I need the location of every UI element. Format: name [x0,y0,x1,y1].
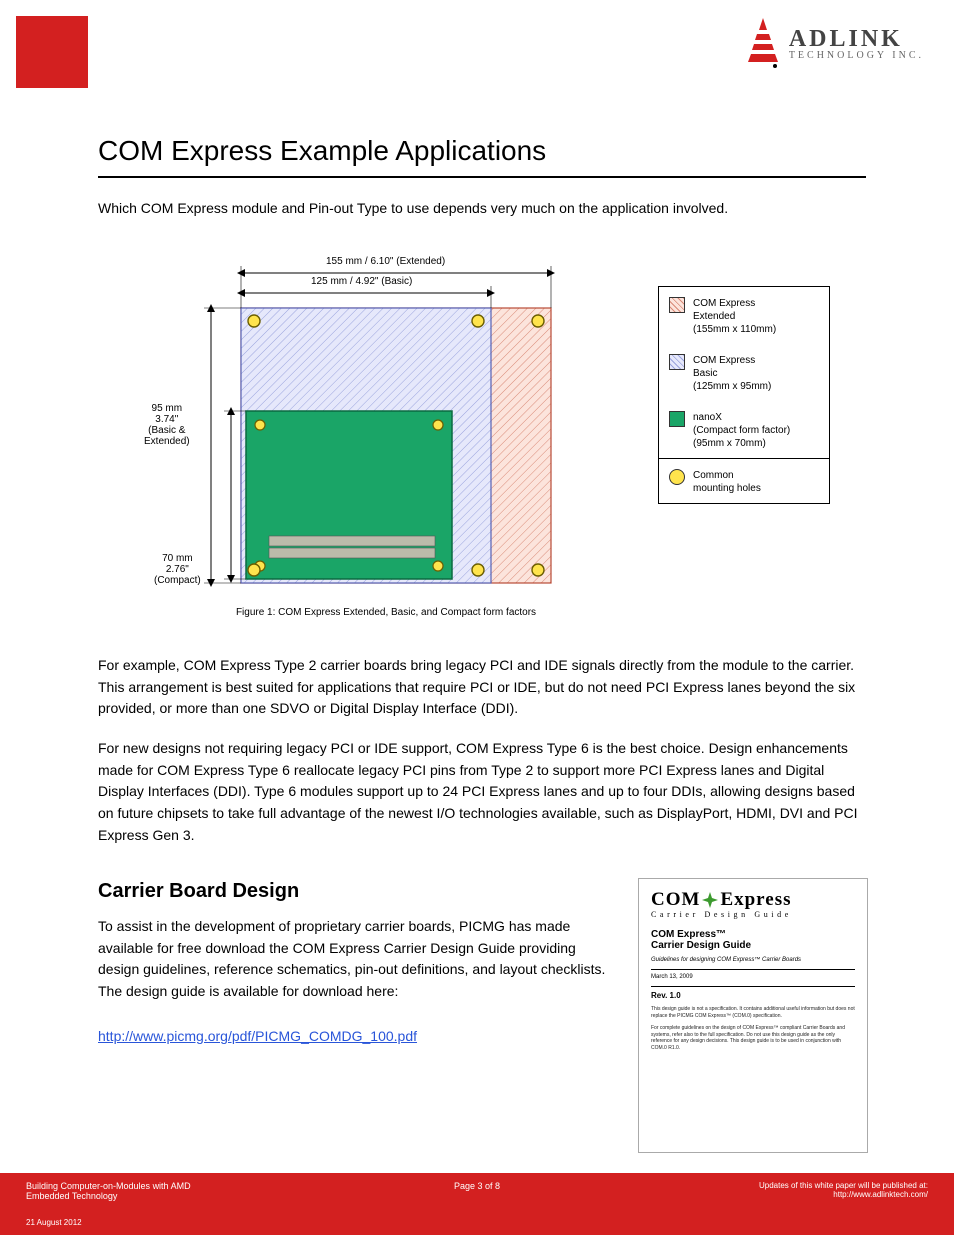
figure-1: 155 mm / 6.10" (Extended) 125 mm / 4.92"… [136,258,856,623]
legend-compact: nanoX (Compact form factor) (95mm x 70mm… [659,401,829,458]
carrier-cover-tiny2: For complete guidelines on the design of… [651,1025,855,1051]
carrier-cover-date: March 13, 2009 [651,974,855,980]
carrier-link[interactable]: http://www.picmg.org/pdf/PICMG_COMDG_100… [98,1026,618,1048]
carrier-guide-cover: COM Express Carrier Design Guide COM Exp… [638,878,868,1153]
para-type2: For example, COM Express Type 2 carrier … [98,655,868,720]
footer-date: 21 August 2012 [26,1218,82,1227]
footer: Building Computer-on-Modules with AMD Em… [0,1173,954,1235]
dim-compact-height: 70 mm 2.76" (Compact) [154,553,201,586]
section-rule [98,176,866,178]
legend-basic: COM Express Basic (125mm x 95mm) [659,344,829,401]
dim-basic-width: 125 mm / 4.92" (Basic) [311,276,412,287]
intro-paragraph: Which COM Express module and Pin-out Typ… [98,198,868,220]
section-title: COM Express Example Applications [98,135,546,167]
legend-holes: Common mounting holes [659,459,829,503]
carrier-link-anchor[interactable]: http://www.picmg.org/pdf/PICMG_COMDG_100… [98,1028,417,1044]
para-type6: For new designs not requiring legacy PCI… [98,738,868,846]
dim-extended-width: 155 mm / 6.10" (Extended) [326,256,445,267]
brand-square [16,16,88,88]
carrier-cover-guideline: Guidelines for designing COM Express™ Ca… [651,957,855,963]
carrier-cover-sub: Carrier Design Guide [651,910,855,919]
logo-text-sub: TECHNOLOGY INC. [789,51,924,61]
adlink-logo: ADLINK TECHNOLOGY INC. [745,18,924,70]
figure-1-caption: Figure 1: COM Express Extended, Basic, a… [136,607,636,618]
adlink-logo-icon [745,18,781,70]
logo-text-main: ADLINK [789,27,924,51]
plus-icon [701,891,719,909]
carrier-cover-tiny1: This design guide is not a specification… [651,1006,855,1019]
figure-legend: COM Express Extended (155mm x 110mm) COM… [658,286,830,504]
carrier-cover-title1: COM Express™ [651,929,855,940]
carrier-heading: Carrier Board Design [98,880,299,903]
dim-basic-height: 95 mm 3.74" (Basic & Extended) [144,403,190,447]
figure-1-svg [136,258,636,618]
footer-updates: Updates of this white paper will be publ… [759,1181,928,1199]
carrier-cover-title2: Carrier Design Guide [651,940,855,951]
carrier-cover-rev: Rev. 1.0 [651,991,855,1000]
legend-extended: COM Express Extended (155mm x 110mm) [659,287,829,344]
carrier-cover-logo: COM Express [651,889,855,911]
carrier-text: To assist in the development of propriet… [98,916,618,1003]
